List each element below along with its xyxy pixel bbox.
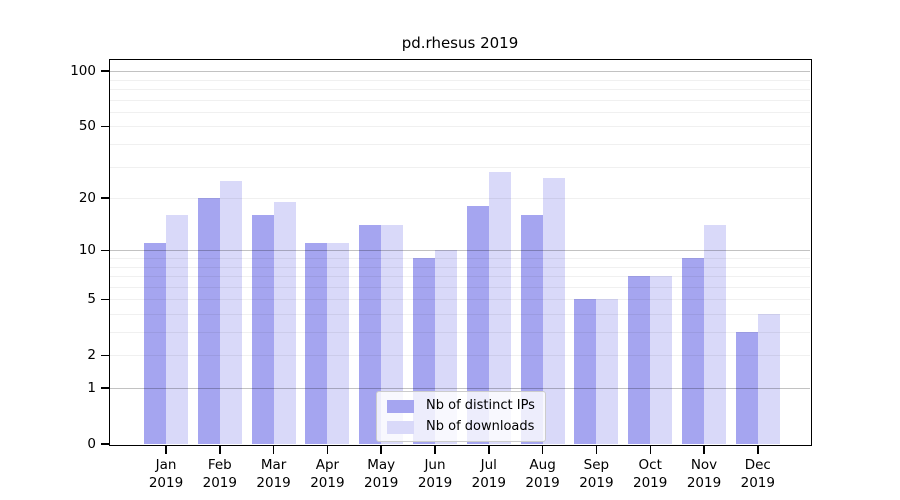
bar-downloads-aug-2019 xyxy=(542,177,565,444)
legend-swatch-distinct-ips-icon xyxy=(387,399,414,413)
bar-downloads-jan-2019 xyxy=(166,215,188,444)
legend-swatch-downloads-icon xyxy=(387,420,414,434)
grid-layer xyxy=(110,60,810,444)
x-axis-tick-label-sep-2019: Sep 2019 xyxy=(579,457,614,491)
y-axis-tick-label-10: 10 xyxy=(78,242,96,259)
x-axis-tick-label-jan-2019: Jan 2019 xyxy=(148,457,184,491)
bar-downloads-mar-2019 xyxy=(273,201,296,444)
x-axis-tick-1 xyxy=(165,445,167,454)
y-axis-tick-5 xyxy=(100,298,109,300)
gridline-y-60 xyxy=(110,111,810,113)
x-axis-tick-label-nov-2019: Nov 2019 xyxy=(686,457,722,491)
gridline-y-4 xyxy=(110,314,810,315)
gridline-y-1 xyxy=(110,388,810,389)
x-axis-tick-label-feb-2019: Feb 2019 xyxy=(202,457,237,491)
bar-distinct-ips-oct-2019 xyxy=(628,276,651,444)
y-axis-tick-label-1: 1 xyxy=(87,380,96,396)
gridline-y-5 xyxy=(110,299,810,301)
x-axis-tick-6 xyxy=(434,445,436,454)
legend: Nb of distinct IPs Nb of downloads xyxy=(376,391,546,442)
bar-distinct-ips-aug-2019 xyxy=(520,215,543,444)
bar-downloads-may-2019 xyxy=(381,225,404,444)
bars-layer xyxy=(110,60,810,444)
x-axis-tick-label-dec-2019: Dec 2019 xyxy=(740,457,775,491)
x-axis-tick-9 xyxy=(595,445,598,454)
x-axis-tick-11 xyxy=(703,445,705,454)
x-axis-tick-8 xyxy=(541,445,544,454)
y-axis-tick-1 xyxy=(100,387,109,389)
gridline-y-100 xyxy=(110,71,810,73)
y-axis-tick-100 xyxy=(100,70,109,72)
y-axis-tick-label-2: 2 xyxy=(87,347,96,364)
gridline-y-20 xyxy=(110,198,810,199)
x-axis-tick-label-apr-2019: Apr 2019 xyxy=(310,457,345,491)
y-axis-tick-2 xyxy=(100,354,109,356)
bar-downloads-feb-2019 xyxy=(219,180,242,444)
x-axis-tick-label-jul-2019: Jul 2019 xyxy=(471,457,506,491)
bar-distinct-ips-may-2019 xyxy=(359,225,382,444)
bar-distinct-ips-mar-2019 xyxy=(251,215,274,444)
bar-distinct-ips-sep-2019 xyxy=(574,299,597,444)
bar-downloads-jul-2019 xyxy=(488,171,511,444)
gridline-y-80 xyxy=(110,88,810,90)
x-axis-tick-label-oct-2019: Oct 2019 xyxy=(633,457,668,491)
bar-distinct-ips-jul-2019 xyxy=(466,206,489,444)
x-axis-tick-3 xyxy=(272,445,275,454)
chart-title: pd.rhesus 2019 xyxy=(401,34,519,52)
y-axis-tick-20 xyxy=(100,197,109,199)
y-axis-tick-50 xyxy=(100,125,109,128)
bar-distinct-ips-apr-2019 xyxy=(305,243,328,444)
gridline-y-50 xyxy=(110,126,810,128)
plot-area: 100 50 20 10 5 2 1 0 Jan 2019 Feb 2019 Mar 2019 Apr… xyxy=(70,58,812,491)
legend-label-distinct-ips: Nb of distinct IPs xyxy=(426,398,535,413)
y-axis-tick-label-20: 20 xyxy=(78,190,96,206)
x-axis-tick-2 xyxy=(219,445,221,454)
y-axis-tick-0 xyxy=(100,443,109,445)
y-axis-tick-label-100: 100 xyxy=(70,63,96,80)
bar-downloads-apr-2019 xyxy=(327,243,350,444)
gridline-y-7 xyxy=(110,276,810,277)
bar-distinct-ips-jan-2019 xyxy=(144,243,166,444)
gridline-y-2 xyxy=(110,355,810,357)
gridline-y-70 xyxy=(110,99,810,101)
legend-item-distinct-ips: Nb of distinct IPs xyxy=(387,398,535,414)
x-axis-tick-label-jun-2019: Jun 2019 xyxy=(417,457,453,491)
x-axis-tick-label-may-2019: May 2019 xyxy=(364,457,399,491)
bar-distinct-ips-feb-2019 xyxy=(197,198,220,444)
y-axis-tick-label-5: 5 xyxy=(87,291,96,308)
x-axis-tick-label-aug-2019: Aug 2019 xyxy=(525,457,560,491)
gridline-y-9 xyxy=(110,258,810,259)
bar-distinct-ips-dec-2019 xyxy=(735,332,758,444)
x-axis-tick-5 xyxy=(380,445,382,454)
bar-downloads-dec-2019 xyxy=(757,314,780,444)
gridline-y-30 xyxy=(110,166,810,168)
legend-label-downloads: Nb of downloads xyxy=(426,419,535,434)
x-axis-tick-4 xyxy=(326,445,329,454)
x-axis-tick-7 xyxy=(488,445,490,454)
x-axis-tick-label-mar-2019: Mar 2019 xyxy=(256,457,291,491)
gridline-y-90 xyxy=(110,79,810,81)
gridline-y-10 xyxy=(110,250,810,252)
gridline-y-8 xyxy=(110,266,810,268)
y-axis-tick-label-50: 50 xyxy=(78,118,96,135)
legend-item-downloads: Nb of downloads xyxy=(387,419,535,435)
gridline-y-3 xyxy=(110,332,810,333)
x-axis-tick-10 xyxy=(649,445,651,454)
bar-downloads-sep-2019 xyxy=(596,299,619,444)
x-axis-tick-12 xyxy=(757,445,759,454)
gridline-y-6 xyxy=(110,286,810,288)
bar-downloads-oct-2019 xyxy=(650,276,673,444)
y-axis-tick-10 xyxy=(100,249,109,251)
bar-distinct-ips-nov-2019 xyxy=(682,258,704,444)
gridline-y-40 xyxy=(110,143,810,145)
y-axis-tick-label-0: 0 xyxy=(87,436,96,452)
bar-downloads-nov-2019 xyxy=(704,225,726,444)
